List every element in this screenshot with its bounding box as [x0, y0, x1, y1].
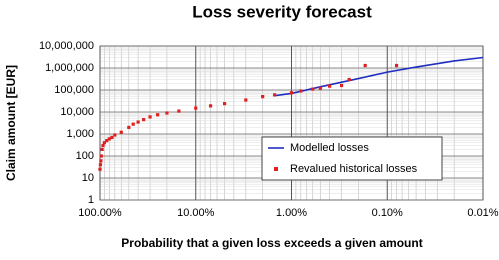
y-tick-label: 100 [76, 150, 94, 162]
data-point [363, 63, 367, 68]
data-point [136, 120, 140, 124]
y-tick-label: 10,000,000 [39, 40, 94, 52]
data-point [142, 118, 146, 122]
y-tick-label: 10,000 [60, 106, 94, 118]
data-point [299, 89, 303, 93]
data-point [194, 106, 198, 110]
data-point [110, 135, 114, 140]
legend [261, 136, 443, 181]
data-point [244, 98, 248, 102]
data-point [177, 109, 181, 113]
y-tick-label: 1,000 [66, 128, 94, 140]
data-point [99, 159, 103, 163]
x-tick-label: 0.01% [467, 207, 498, 219]
x-tick-label: 0.10% [372, 207, 403, 219]
data-point [165, 111, 169, 115]
data-point [318, 86, 322, 90]
data-point [339, 83, 344, 88]
data-point [98, 163, 103, 167]
y-tick-label: 1,000,000 [45, 62, 94, 74]
data-point [311, 87, 315, 91]
data-point [102, 141, 106, 145]
legend-swatch [274, 167, 278, 171]
data-point [289, 91, 294, 95]
chart-title: Loss severity forecast [192, 2, 372, 21]
data-point [208, 104, 213, 108]
data-point [222, 102, 227, 106]
data-point [261, 95, 265, 99]
data-point [119, 130, 123, 134]
data-point [156, 113, 160, 117]
modelled-line [274, 56, 484, 97]
data-point [107, 137, 111, 141]
data-point [131, 122, 135, 126]
data-point [113, 133, 117, 137]
x-tick-label: 1.00% [276, 207, 307, 219]
data-point [127, 125, 131, 129]
data-point [273, 93, 277, 97]
y-tick-label: 1 [88, 194, 94, 206]
data-point [99, 154, 103, 158]
data-point [105, 139, 109, 143]
data-point [101, 143, 105, 148]
y-axis-title: Claim amount [EUR] [4, 65, 18, 181]
legend-label: Revalued historical losses [290, 163, 418, 175]
data-point [98, 167, 102, 171]
y-tick-label: 10 [82, 172, 94, 184]
data-point [394, 63, 399, 68]
data-point [148, 115, 152, 119]
x-tick-label: 10.00% [177, 207, 215, 219]
x-tick-label: 100.00% [78, 207, 122, 219]
data-point [100, 147, 104, 151]
y-tick-label: 100,000 [54, 84, 94, 96]
data-point [328, 84, 332, 88]
data-point [347, 77, 351, 82]
legend-label: Modelled losses [290, 142, 369, 154]
x-axis-title: Probability that a given loss exceeds a … [121, 236, 422, 250]
